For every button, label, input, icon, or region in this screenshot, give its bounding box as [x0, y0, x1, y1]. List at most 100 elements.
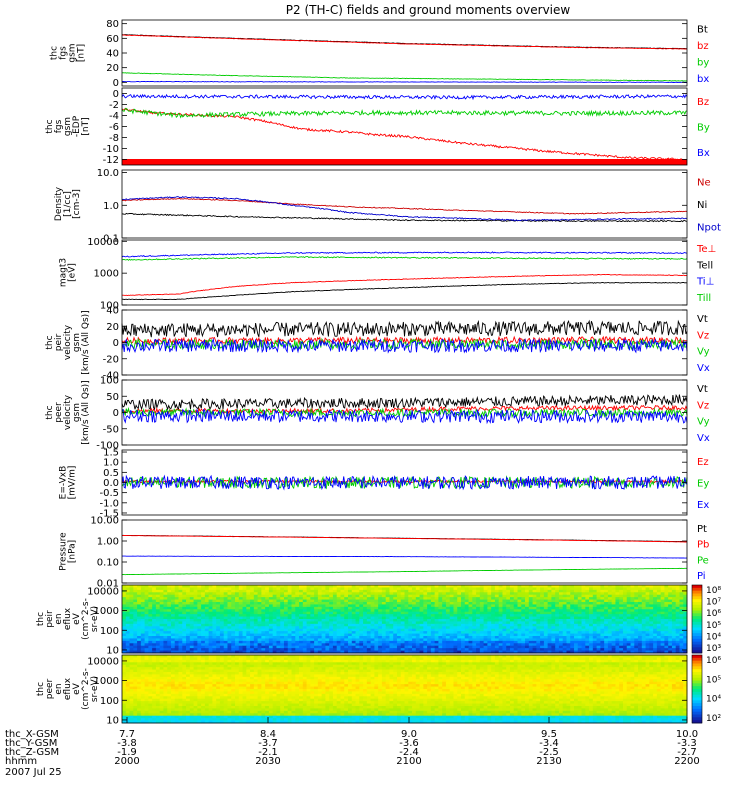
heatmap-cell — [125, 645, 130, 649]
heatmap-cell — [445, 650, 451, 654]
heatmap-cell — [250, 597, 255, 600]
heatmap-cell — [178, 633, 183, 637]
heatmap-cell — [457, 614, 462, 617]
heatmap-cell — [656, 659, 662, 663]
heatmap-cell — [385, 648, 390, 651]
heatmap-cell — [280, 648, 285, 651]
heatmap-cell — [253, 623, 258, 627]
heatmap-cell — [442, 616, 447, 620]
heatmap-cell — [528, 589, 533, 593]
heatmap-cell — [140, 645, 145, 649]
heatmap-cell — [419, 587, 424, 591]
heatmap-cell — [193, 599, 198, 603]
heatmap-cell — [242, 648, 247, 651]
heatmap-cell — [543, 585, 549, 588]
heatmap-cell — [683, 626, 688, 630]
heatmap-cell — [464, 611, 469, 615]
heatmap-cell — [208, 592, 213, 596]
heatmap-cell — [558, 628, 564, 632]
heatmap-cell — [574, 609, 579, 613]
heatmap-cell — [483, 606, 488, 610]
heatmap-cell — [607, 659, 613, 663]
heatmap-cell — [517, 645, 522, 649]
heatmap-cell — [178, 631, 183, 634]
heatmap-cell — [581, 636, 586, 639]
heatmap-cell — [238, 657, 243, 661]
heatmap-cell — [261, 619, 266, 622]
heatmap-cell — [506, 589, 511, 593]
heatmap-cell — [314, 616, 319, 620]
heatmap-cell — [581, 606, 586, 610]
heatmap-cell — [359, 592, 364, 596]
heatmap-cell — [340, 592, 345, 596]
heatmap-cell — [562, 648, 567, 651]
heatmap-cell — [660, 623, 665, 627]
heatmap-cell — [532, 655, 537, 658]
heatmap-cell — [412, 640, 417, 644]
heatmap-cell — [238, 655, 243, 658]
heatmap-cell — [517, 606, 522, 610]
y-tick-label: -1.5 — [99, 509, 119, 520]
heatmap-cell — [517, 597, 522, 600]
heatmap-cell — [566, 616, 571, 620]
heatmap-cell — [479, 616, 484, 620]
heatmap-cell — [600, 648, 605, 651]
heatmap-cell — [638, 657, 643, 661]
heatmap-cell — [555, 587, 560, 591]
heatmap-cell — [604, 623, 609, 627]
heatmap-cell — [630, 633, 635, 637]
heatmap-cell — [133, 589, 138, 593]
heatmap-cell — [276, 631, 281, 634]
heatmap-cell — [366, 657, 371, 661]
heatmap-cell — [427, 621, 432, 625]
heatmap-cell — [163, 626, 168, 630]
heatmap-cell — [216, 659, 221, 663]
heatmap-cell — [212, 631, 217, 634]
heatmap-cell — [182, 645, 187, 649]
heatmap-cell — [155, 619, 161, 622]
y-axis-label-line: [nT] — [77, 44, 87, 62]
heatmap-cell — [558, 643, 564, 647]
heatmap-cell — [434, 602, 439, 605]
heatmap-cell — [393, 657, 398, 661]
heatmap-cell — [453, 621, 458, 625]
heatmap-cell — [412, 657, 417, 661]
heatmap-cell — [148, 628, 153, 632]
heatmap-cell — [193, 628, 198, 632]
heatmap-cell — [464, 623, 469, 627]
heatmap-cell — [438, 609, 443, 613]
heatmap-cell — [653, 616, 658, 620]
heatmap-cell — [231, 587, 236, 591]
heatmap-cell — [494, 592, 500, 596]
heatmap-cell — [306, 587, 311, 591]
heatmap-cell — [525, 606, 530, 610]
heatmap-cell — [445, 602, 451, 605]
y-axis-label-line: peir — [45, 610, 55, 628]
heatmap-cell — [155, 645, 161, 649]
heatmap-cell — [653, 619, 658, 622]
heatmap-cell — [506, 609, 511, 613]
heatmap-cell — [235, 614, 240, 617]
heatmap-cell — [555, 585, 560, 588]
heatmap-cell — [611, 659, 616, 663]
heatmap-cell — [355, 662, 360, 666]
heatmap-cell — [611, 621, 616, 625]
heatmap-cell — [201, 662, 206, 666]
heatmap-cell — [348, 648, 353, 651]
heatmap-cell — [344, 619, 349, 622]
heatmap-cell — [577, 594, 582, 598]
heatmap-cell — [438, 597, 443, 600]
y-tick-label: 0.5 — [103, 468, 119, 479]
heatmap-cell — [506, 604, 511, 608]
heatmap-cell — [227, 628, 232, 632]
heatmap-cell — [479, 602, 484, 605]
heatmap-cell — [634, 594, 639, 598]
heatmap-cell — [204, 648, 210, 651]
heatmap-cell — [547, 633, 552, 637]
heatmap-cell — [125, 619, 130, 622]
heatmap-cell — [479, 659, 484, 663]
heatmap-cell — [385, 609, 390, 613]
heatmap-cell — [577, 643, 582, 647]
heatmap-cell — [268, 655, 274, 658]
heatmap-cell — [607, 621, 613, 625]
